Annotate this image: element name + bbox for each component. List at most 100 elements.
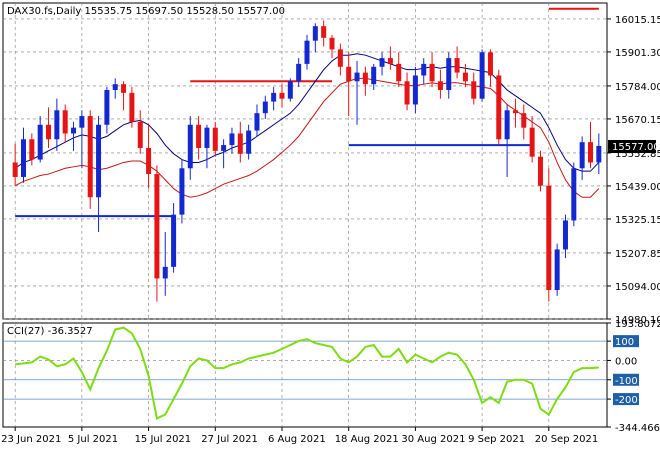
candle-body <box>262 101 268 114</box>
price-y-tick-label: 15094.00 <box>615 282 660 293</box>
price-levels <box>15 7 599 218</box>
price-y-tick-label: 15784.00 <box>615 82 660 93</box>
x-tick-label: 27 Jul 2021 <box>201 434 258 445</box>
candle-body <box>229 133 235 146</box>
candle-body <box>562 220 568 250</box>
candle-body <box>371 66 377 85</box>
price-y-tick-label: 16015.15 <box>615 15 660 26</box>
candle-body <box>279 92 285 99</box>
candle-body <box>246 130 252 154</box>
candle-body <box>137 121 143 148</box>
candle-body <box>104 89 110 125</box>
price-y-tick-label: 15439.00 <box>615 182 660 193</box>
current-price-label: 15577.00 <box>612 142 660 153</box>
cci-y-tick-label: -344.4667 <box>615 423 660 434</box>
candle-body <box>71 127 77 134</box>
cci-levels <box>3 340 607 400</box>
x-tick-label: 30 Aug 2021 <box>401 434 465 445</box>
price-y-tick-label: 15325.15 <box>615 215 660 226</box>
candle-body <box>537 156 543 186</box>
price-y-tick-label: 15670.15 <box>615 115 660 126</box>
x-tick-label: 9 Sep 2021 <box>468 434 525 445</box>
candle-body <box>287 81 293 99</box>
candle-body <box>454 58 460 73</box>
candle-body <box>587 142 593 163</box>
candle-body <box>571 168 577 221</box>
price-candles <box>12 20 602 302</box>
candle-body <box>121 84 127 93</box>
candle-body <box>387 58 393 64</box>
candle-body <box>254 113 260 131</box>
candle-body <box>29 139 35 160</box>
candle-body <box>496 75 502 140</box>
candle-body <box>204 127 210 148</box>
candle-body <box>304 40 310 64</box>
candle-body <box>96 124 102 198</box>
slow-moving-average <box>14 77 600 198</box>
candle-body <box>62 110 68 134</box>
price-grid <box>3 3 607 320</box>
cci-level-badge <box>613 373 639 386</box>
x-tick-label: 6 Aug 2021 <box>268 434 326 445</box>
candle-body <box>337 49 343 67</box>
candle-body <box>521 113 527 128</box>
price-y-tick-label: 15552.85 <box>615 149 660 160</box>
candle-body <box>346 66 352 82</box>
candle-body <box>12 162 18 177</box>
candle-body <box>354 72 360 82</box>
candle-body <box>487 52 493 76</box>
candle-body <box>212 127 218 151</box>
candle-body <box>429 63 435 82</box>
candle-body <box>437 81 443 90</box>
candle-body <box>221 145 227 151</box>
candle-body <box>237 133 243 154</box>
candle-body <box>312 26 318 41</box>
cci-y-tick-label: 193.8072 <box>615 319 660 330</box>
cci-title: CCI(27) -36.3527 <box>7 326 93 337</box>
price-y-tick-label: 14980.10 <box>615 315 660 326</box>
candle-body <box>404 81 410 105</box>
x-tick-label: 20 Sep 2021 <box>535 434 598 445</box>
candle-body <box>162 266 168 279</box>
candle-body <box>87 116 93 198</box>
candle-body <box>329 37 335 50</box>
candle-body <box>579 142 585 169</box>
x-tick-label: 5 Jul 2021 <box>68 434 118 445</box>
candle-body <box>79 116 85 128</box>
candle-body <box>171 214 177 267</box>
cci-line <box>15 326 599 420</box>
candle-body <box>596 145 602 163</box>
fast-moving-average <box>14 53 600 172</box>
candle-body <box>546 185 552 291</box>
candle-body <box>196 124 202 148</box>
candle-body <box>271 92 277 102</box>
candle-body <box>471 81 477 99</box>
candle-body <box>379 58 385 67</box>
candle-body <box>46 124 52 140</box>
candle-body <box>21 139 27 177</box>
candle-body <box>179 168 185 215</box>
x-tick-label: 18 Aug 2021 <box>335 434 399 445</box>
candle-body <box>512 110 518 114</box>
cci-grid <box>14 323 550 427</box>
candle-body <box>504 110 510 140</box>
candle-body <box>37 124 43 160</box>
cci-y-tick-label: 100 <box>615 337 634 348</box>
cci-level-badge <box>613 335 639 348</box>
candle-body <box>412 75 418 105</box>
cci-plot-area <box>2 322 608 428</box>
current-price-box <box>608 140 656 153</box>
candle-body <box>479 52 485 99</box>
candle-body <box>554 249 560 291</box>
candle-body <box>529 127 535 157</box>
candle-body <box>112 84 118 90</box>
candle-body <box>146 147 152 175</box>
cci-y-tick-label: -200 <box>615 395 638 406</box>
cci-series-line <box>15 326 599 420</box>
cci-y-axis-labels: 193.8072 100 0.00 -100 -200 -344.4667 <box>607 319 660 434</box>
cci-panel: 193.8072 100 0.00 -100 -200 -344.4667 CCI(27)… <box>2 319 660 434</box>
price-chart-title: DAX30.fs,Daily 15535.75 15697.50 15528.5… <box>7 6 285 17</box>
price-panel: 16015.15 15901.30 15784.00 15670.15 15552.85… <box>2 2 660 326</box>
cci-level-badge <box>613 393 639 406</box>
